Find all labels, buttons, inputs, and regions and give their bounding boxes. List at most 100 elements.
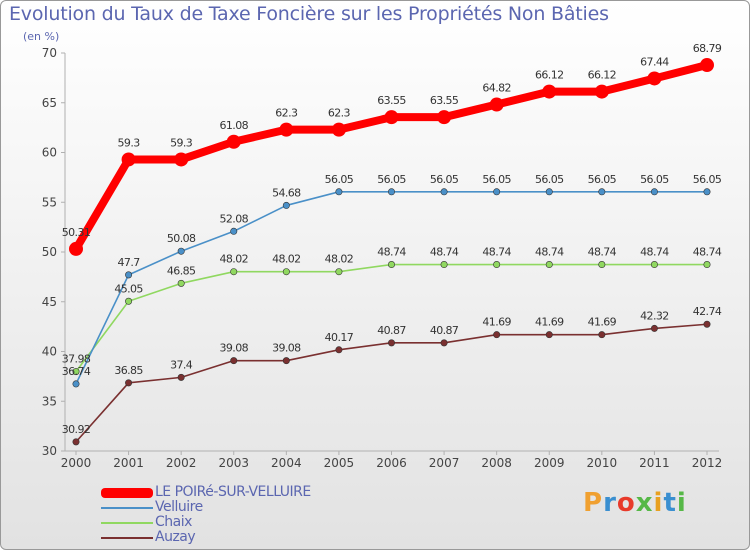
legend-swatch bbox=[101, 522, 153, 524]
data-point bbox=[125, 379, 133, 387]
data-point bbox=[700, 58, 714, 73]
data-point bbox=[440, 188, 448, 196]
data-label: 52.08 bbox=[220, 212, 249, 225]
data-label: 48.74 bbox=[640, 246, 669, 259]
data-point bbox=[230, 357, 238, 365]
chart-title: Evolution du Taux de Taxe Foncière sur l… bbox=[9, 3, 609, 25]
y-tick-label: 30 bbox=[42, 444, 57, 458]
y-tick-label: 60 bbox=[42, 146, 57, 160]
y-tick-label: 70 bbox=[42, 46, 57, 60]
data-label: 42.74 bbox=[693, 305, 722, 318]
data-label: 47.7 bbox=[118, 256, 141, 269]
data-label: 56.05 bbox=[482, 173, 511, 186]
logo-letter: i bbox=[653, 488, 664, 518]
data-label: 37.98 bbox=[62, 353, 91, 366]
y-tick-label: 55 bbox=[42, 195, 57, 209]
data-point bbox=[598, 261, 606, 269]
data-point bbox=[230, 268, 238, 276]
legend-swatch bbox=[101, 488, 153, 498]
y-tick-label: 45 bbox=[42, 295, 57, 309]
x-tick-label: 2004 bbox=[271, 456, 302, 470]
data-label: 48.74 bbox=[377, 246, 406, 259]
data-label: 48.74 bbox=[588, 246, 617, 259]
y-tick-label: 35 bbox=[42, 394, 57, 408]
data-point bbox=[72, 438, 80, 446]
data-label: 56.05 bbox=[588, 173, 617, 186]
data-point bbox=[650, 188, 658, 196]
data-point bbox=[489, 97, 504, 112]
data-point bbox=[384, 110, 399, 125]
data-point bbox=[703, 188, 711, 196]
legend-label: Chaix bbox=[155, 514, 192, 530]
legend-swatch bbox=[101, 507, 153, 509]
data-label: 39.08 bbox=[272, 342, 301, 355]
data-point bbox=[174, 152, 189, 167]
data-point bbox=[545, 261, 553, 269]
data-label: 56.05 bbox=[640, 173, 669, 186]
data-point bbox=[282, 268, 290, 276]
data-label: 56.05 bbox=[535, 173, 564, 186]
data-label: 48.02 bbox=[325, 253, 354, 266]
data-label: 39.08 bbox=[220, 342, 249, 355]
data-label: 50.31 bbox=[62, 226, 91, 239]
data-point bbox=[282, 201, 290, 209]
data-label: 67.44 bbox=[640, 55, 669, 68]
x-tick-label: 2000 bbox=[61, 456, 92, 470]
data-label: 40.87 bbox=[377, 324, 406, 337]
series-line-0 bbox=[72, 61, 711, 253]
x-tick-label: 2007 bbox=[429, 456, 460, 470]
data-point bbox=[387, 188, 395, 196]
data-point bbox=[69, 241, 83, 256]
x-tick-label: 2009 bbox=[534, 456, 565, 470]
data-point bbox=[598, 188, 606, 196]
data-label: 30.92 bbox=[62, 423, 91, 436]
data-label: 64.82 bbox=[482, 82, 511, 95]
data-point bbox=[545, 188, 553, 196]
x-tick-label: 2003 bbox=[218, 456, 249, 470]
data-point bbox=[335, 346, 343, 354]
logo-letter: r bbox=[603, 488, 617, 518]
data-label: 63.55 bbox=[377, 94, 406, 107]
data-point bbox=[650, 324, 658, 332]
data-label: 54.68 bbox=[272, 186, 301, 199]
data-point bbox=[598, 331, 606, 339]
data-point bbox=[125, 271, 133, 279]
data-label: 56.05 bbox=[430, 173, 459, 186]
data-label: 50.08 bbox=[167, 232, 196, 245]
data-point bbox=[125, 297, 133, 305]
data-point bbox=[230, 227, 238, 235]
data-point bbox=[121, 152, 136, 167]
legend-label: Auzay bbox=[155, 529, 196, 545]
data-label: 41.69 bbox=[535, 316, 564, 329]
data-label: 66.12 bbox=[535, 69, 564, 82]
x-tick-label: 2010 bbox=[587, 456, 618, 470]
data-point bbox=[387, 339, 395, 347]
y-tick-label: 40 bbox=[42, 345, 57, 359]
data-label: 56.05 bbox=[325, 173, 354, 186]
data-point bbox=[177, 373, 185, 381]
data-label: 37.4 bbox=[170, 358, 193, 371]
data-point bbox=[72, 368, 80, 376]
data-label: 56.05 bbox=[693, 173, 722, 186]
x-tick-label: 2001 bbox=[113, 456, 144, 470]
data-label: 62.3 bbox=[328, 107, 351, 120]
data-point bbox=[703, 320, 711, 328]
data-label: 62.3 bbox=[275, 107, 298, 120]
data-label: 48.02 bbox=[220, 253, 249, 266]
x-tick-label: 2012 bbox=[692, 456, 723, 470]
data-point bbox=[493, 331, 501, 339]
data-label: 45.05 bbox=[114, 282, 143, 295]
data-point bbox=[437, 110, 452, 125]
x-tick-label: 2008 bbox=[481, 456, 512, 470]
data-label: 36.85 bbox=[114, 364, 143, 377]
data-label: 56.05 bbox=[377, 173, 406, 186]
logo-letter: t bbox=[663, 488, 677, 518]
data-label: 48.74 bbox=[482, 246, 511, 259]
data-label: 48.74 bbox=[693, 246, 722, 259]
data-point bbox=[703, 261, 711, 269]
data-label: 48.74 bbox=[430, 246, 459, 259]
data-point bbox=[440, 261, 448, 269]
x-tick-label: 2011 bbox=[639, 456, 670, 470]
